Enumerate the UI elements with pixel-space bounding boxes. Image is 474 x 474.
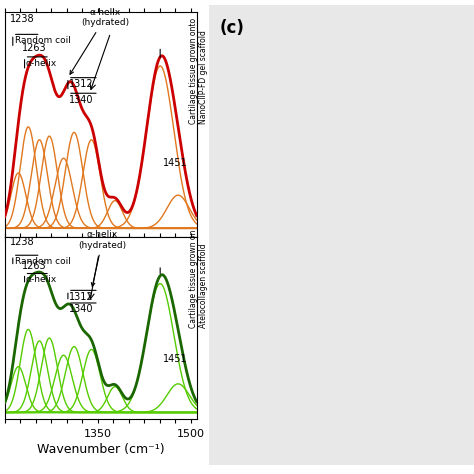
Text: Random coil: Random coil xyxy=(15,256,71,265)
Text: 1312: 1312 xyxy=(69,80,93,90)
Text: α-helix
(hydrated): α-helix (hydrated) xyxy=(70,8,129,74)
Text: 1263: 1263 xyxy=(22,261,47,271)
Text: (c): (c) xyxy=(219,18,244,36)
Text: α-helix
(hydrated): α-helix (hydrated) xyxy=(79,230,127,286)
Text: α-helix: α-helix xyxy=(26,59,57,68)
Text: 1340: 1340 xyxy=(69,304,93,314)
X-axis label: Wavenumber (cm⁻¹): Wavenumber (cm⁻¹) xyxy=(37,443,164,456)
Text: 1238: 1238 xyxy=(10,14,35,24)
Text: 1451: 1451 xyxy=(163,157,187,167)
Text: Cartilage tissue grown on
Atelocollagen scaffold: Cartilage tissue grown on Atelocollagen … xyxy=(189,230,209,328)
Text: 1340: 1340 xyxy=(69,95,93,105)
Text: 1263: 1263 xyxy=(22,44,47,54)
Text: Cartilage tissue grown onto
NanoClIP-FD gel scaffold: Cartilage tissue grown onto NanoClIP-FD … xyxy=(189,18,209,125)
Text: 1451: 1451 xyxy=(163,354,187,364)
Text: 1238: 1238 xyxy=(10,237,35,247)
Text: Random coil: Random coil xyxy=(15,36,71,45)
Text: α-helix: α-helix xyxy=(26,275,57,284)
Text: 1312: 1312 xyxy=(69,292,93,302)
